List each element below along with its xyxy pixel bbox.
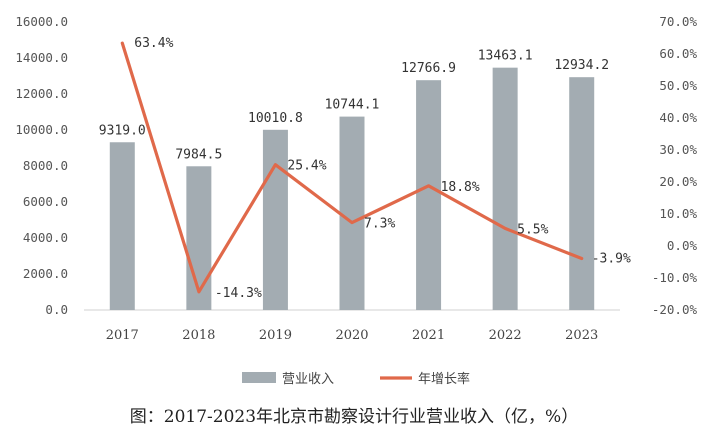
bar	[569, 77, 595, 310]
y-left-tick-label: 10000.0	[15, 122, 68, 137]
x-tick-label: 2020	[335, 328, 368, 343]
y-right-tick-label: 20.0%	[659, 174, 697, 189]
y-left-tick-label: 6000.0	[23, 194, 68, 209]
bar	[339, 116, 365, 310]
bar-value-label: 10010.8	[248, 111, 303, 126]
line-value-label: -14.3%	[215, 286, 262, 301]
bar-value-label: 12934.2	[554, 58, 609, 73]
bar	[262, 129, 288, 310]
y-left-tick-label: 16000.0	[15, 14, 68, 29]
x-tick-label: 2022	[489, 328, 522, 343]
growth-rate-line	[120, 41, 584, 294]
chart: 0.0 2000.0 4000.0 6000.0 8000.0 10000.0 12000.…	[15, 14, 698, 387]
line-value-label: -3.9%	[592, 251, 631, 266]
y-left-tick-label: 14000.0	[15, 50, 68, 65]
y-left-tick-label: 4000.0	[23, 230, 68, 245]
legend-swatch-bar	[242, 372, 276, 383]
y-right-tick-label: 60.0%	[659, 46, 697, 61]
y-left-tick-label: 2000.0	[23, 266, 68, 281]
bar	[416, 80, 442, 310]
bar	[109, 142, 135, 310]
x-tick-label: 2023	[565, 328, 598, 343]
y-right-tick-label: 30.0%	[659, 142, 697, 157]
bar-value-label: 12766.9	[401, 61, 456, 76]
x-tick-label: 2017	[106, 328, 139, 343]
y-left-tick-label: 8000.0	[23, 158, 68, 173]
chart-caption: 图：2017-2023年北京市勘察设计行业营业收入（亿，%）	[129, 407, 579, 427]
y-right-tick-label: -10.0%	[652, 270, 698, 285]
y-right-tick-label: 0.0%	[667, 238, 698, 253]
y-right-tick-label: 50.0%	[659, 78, 697, 93]
y-right-tick-label: 40.0%	[659, 110, 697, 125]
x-tick-label: 2019	[259, 328, 292, 343]
legend-label-line: 年增长率	[418, 371, 470, 387]
legend-label-bar: 营业收入	[282, 372, 334, 387]
line-value-label: 5.5%	[517, 222, 548, 237]
x-tick-label: 2018	[182, 328, 215, 343]
line-value-label: 63.4%	[134, 36, 173, 51]
line-value-label: 25.4%	[287, 159, 326, 174]
bar	[492, 67, 518, 310]
line-value-label: 7.3%	[364, 217, 395, 232]
y-right-tick-label: 70.0%	[659, 14, 697, 29]
y-right-tick-label: 10.0%	[659, 206, 697, 221]
y-left-tick-label: 0.0	[45, 302, 68, 317]
y-right-tick-label: -20.0%	[652, 302, 698, 317]
bar-value-label: 10744.1	[325, 98, 380, 113]
y-left-tick-label: 12000.0	[15, 86, 68, 101]
bar	[186, 166, 212, 310]
bar-value-label: 9319.0	[99, 123, 146, 138]
bar-value-label: 13463.1	[478, 49, 533, 64]
line-value-label: 18.8%	[441, 180, 480, 195]
bar-value-label: 7984.5	[175, 147, 222, 162]
x-tick-label: 2021	[412, 328, 445, 343]
